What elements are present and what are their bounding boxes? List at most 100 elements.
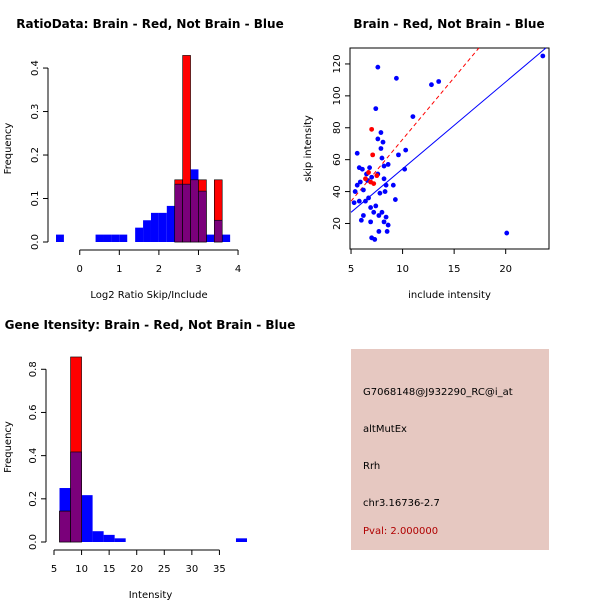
chart1-bar-overlap <box>190 179 199 243</box>
chart2-point-not-brain <box>429 82 434 88</box>
chart2-point-not-brain <box>372 237 378 242</box>
chart2-fit-line-brain <box>350 47 480 202</box>
chart1-bar-not-brain <box>56 234 64 242</box>
chart3-x-tick-label: 35 <box>213 564 226 575</box>
chart2-point-not-brain <box>375 136 381 142</box>
chart3-x-tick-label: 5 <box>51 564 57 575</box>
chart1-y-label: Frequency <box>3 123 14 175</box>
chart2-point-not-brain <box>363 198 368 204</box>
chart2-point-not-brain <box>378 146 384 151</box>
chart2-point-not-brain <box>383 182 389 188</box>
chart3-title: Gene Itensity: Brain - Red, Not Brain - … <box>5 318 296 332</box>
chart2-x-tick-label: 5 <box>348 264 354 275</box>
probe-id: G7068148@J932290_RC@i_at <box>363 387 513 398</box>
chart3-x-tick-label: 30 <box>185 564 198 575</box>
chart1-x-tick-label: 1 <box>116 264 122 275</box>
chart2-point-not-brain <box>402 166 408 172</box>
chart2-point-not-brain <box>385 222 391 228</box>
chart2-title: Brain - Red, Not Brain - Blue <box>353 17 544 31</box>
chart2-point-not-brain <box>375 64 381 70</box>
chart3-bar-not-brain <box>114 538 126 542</box>
chart2-point-not-brain <box>371 209 377 215</box>
chart1-x-tick-label: 3 <box>195 264 201 275</box>
chart1-bar-overlap <box>213 219 223 243</box>
chart2-point-not-brain <box>354 182 360 188</box>
chart2-point-not-brain <box>540 53 546 59</box>
chart1-bar-not-brain <box>119 234 128 242</box>
chart2-point-not-brain <box>373 203 379 209</box>
chart2-point-not-brain <box>382 189 388 194</box>
chart2-point-not-brain <box>366 195 371 201</box>
chart1-bar-not-brain <box>166 205 175 242</box>
chart2-point-not-brain <box>384 229 390 234</box>
chart3-x-tick-label: 10 <box>75 564 88 575</box>
chart1-bar-not-brain <box>103 234 112 242</box>
chart3-y-label: Frequency <box>3 421 14 473</box>
chart2-point-not-brain <box>380 139 386 145</box>
chart1-bar-not-brain <box>222 234 231 242</box>
chart3-bar-not-brain <box>235 538 247 542</box>
chart3-x-tick-label: 25 <box>158 564 171 575</box>
chart2-point-not-brain <box>504 230 510 236</box>
chart3-bar-overlap <box>59 510 71 543</box>
chart2-y-tick-label: 20 <box>332 217 343 230</box>
chart2-point-not-brain <box>359 166 365 172</box>
chart2-point-not-brain <box>379 155 385 161</box>
chart1-bar-not-brain <box>111 234 120 242</box>
chart2-point-not-brain <box>403 147 409 153</box>
chart2-point-not-brain <box>392 197 398 202</box>
chart2-point-brain <box>363 176 368 182</box>
chart2-point-not-brain <box>376 213 382 218</box>
chart3-bar-overlap <box>70 451 82 543</box>
chart2-point-not-brain <box>368 205 374 210</box>
genomic-location: chr3.16736-2.7 <box>363 498 440 509</box>
chart1-bar-not-brain <box>135 227 144 242</box>
info-panel: G7068148@J932290_RC@i_at altMutEx Rrh ch… <box>351 349 549 550</box>
chart2-point-not-brain <box>381 176 387 182</box>
chart2-point-not-brain <box>373 106 379 112</box>
chart1-bar-not-brain <box>95 234 104 242</box>
chart2-point-not-brain <box>381 219 387 225</box>
chart2-point-not-brain <box>369 174 375 180</box>
chart1-x-tick-label: 2 <box>156 264 162 275</box>
chart3-y-tick-label: 0.2 <box>28 491 39 507</box>
chart2-point-not-brain <box>381 163 387 169</box>
chart2-point-not-brain <box>379 209 385 215</box>
chart1-bar-not-brain <box>158 212 167 242</box>
chart1-y-tick-label: 0.4 <box>30 60 41 76</box>
event-type: altMutEx <box>363 424 407 435</box>
chart2-point-brain <box>370 152 376 158</box>
chart2-point-not-brain <box>376 229 382 234</box>
chart1-bar-not-brain <box>143 220 151 242</box>
chart3-y-tick-label: 0.6 <box>28 405 39 421</box>
chart2-point-not-brain <box>356 198 362 204</box>
chart3-bar-not-brain <box>103 534 115 542</box>
chart1-y-tick-label: 0.2 <box>30 147 41 163</box>
chart2-point-not-brain <box>358 217 364 223</box>
chart3-bar-not-brain <box>92 531 104 542</box>
chart2-point-brain <box>366 170 371 175</box>
chart2-point-not-brain <box>390 182 396 188</box>
chart2-point-brain <box>369 126 375 132</box>
chart2-point-not-brain <box>378 130 384 135</box>
chart2-point-not-brain <box>377 190 383 196</box>
chart1-y-tick-label: 0.1 <box>30 191 41 207</box>
chart2-y-tick-label: 40 <box>332 185 343 198</box>
chart2-x-tick-label: 20 <box>499 264 512 275</box>
chart2-point-not-brain <box>385 162 391 167</box>
chart2-plot-box <box>349 47 550 250</box>
chart1-bar-not-brain <box>150 212 159 242</box>
chart2-y-tick-label: 100 <box>332 86 343 105</box>
chart2-y-tick-label: 60 <box>332 153 343 166</box>
chart1-y-tick-label: 0.3 <box>30 104 41 120</box>
chart1-x-tick-label: 4 <box>235 264 241 275</box>
chart2-y-label: skip intensity <box>303 115 314 182</box>
chart1-y-tick-label: 0.0 <box>30 234 41 250</box>
chart2-x-label: include intensity <box>408 290 491 301</box>
chart1-bar-overlap <box>198 190 207 243</box>
chart2-point-not-brain <box>357 179 363 185</box>
chart1-bar-overlap <box>182 183 191 243</box>
chart2-fit-line-not-brain <box>350 47 547 213</box>
